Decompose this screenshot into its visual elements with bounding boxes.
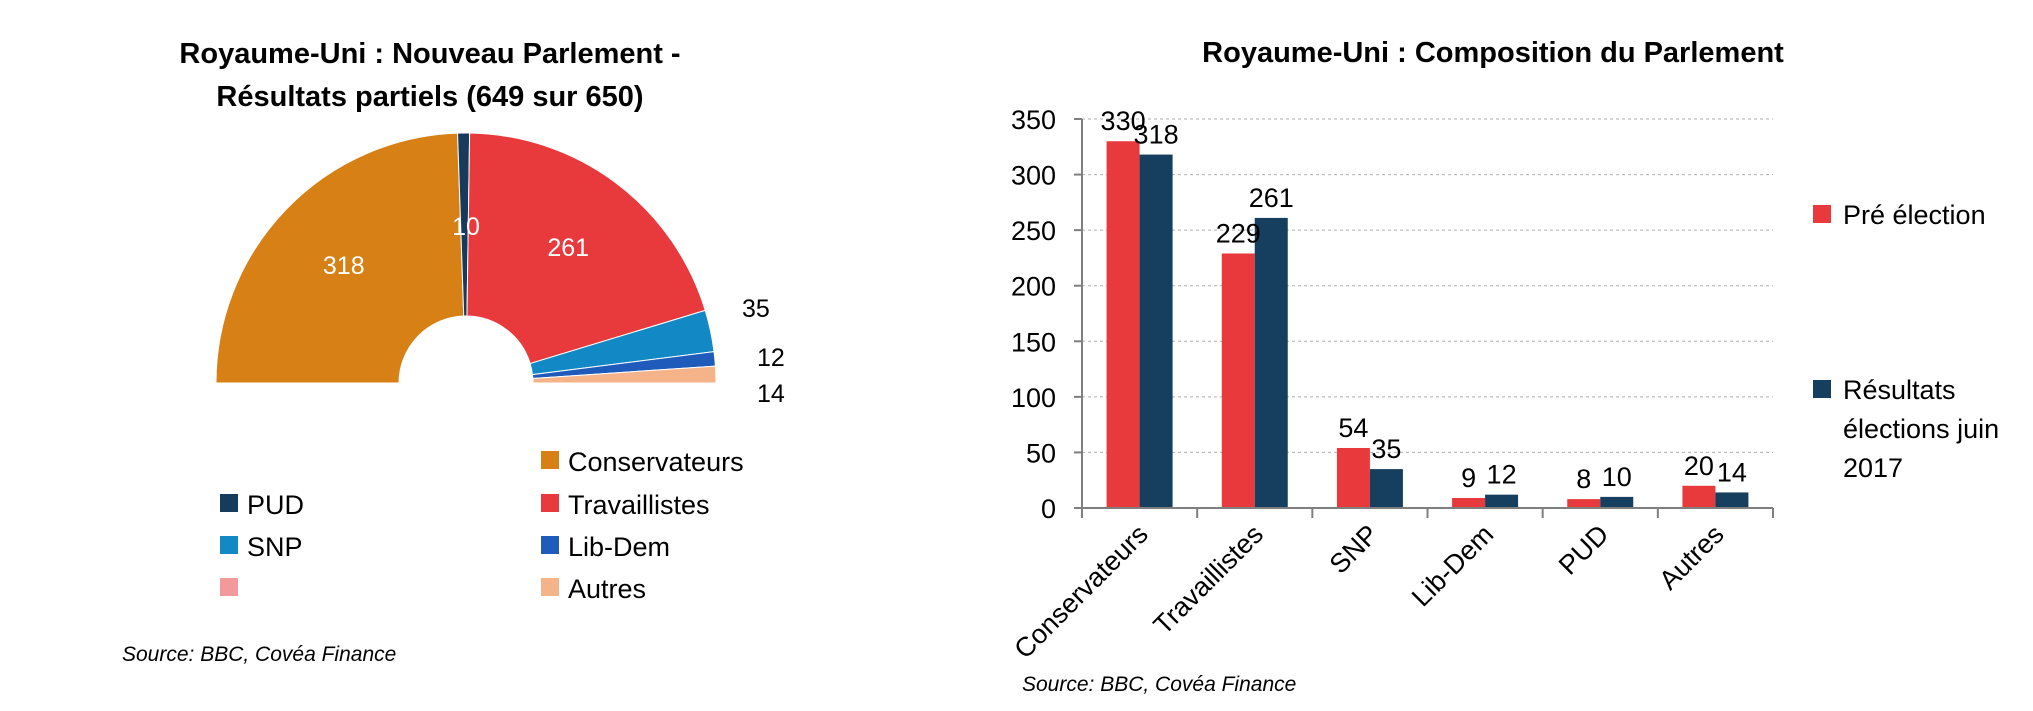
y-tick-label-100: 100	[1011, 383, 1056, 413]
bar-snp-series-0	[1336, 447, 1370, 508]
x-tick-label-conservateurs: Conservateurs	[1008, 519, 1153, 664]
pie-title-line-1: Royaume-Uni : Nouveau Parlement -	[179, 38, 680, 70]
bar-lib-dem-series-1	[1485, 494, 1519, 508]
bar-conservateurs-series-1	[1139, 154, 1173, 508]
bar-travaillistes-series-1	[1254, 217, 1288, 508]
bar-legend-swatch-1	[1813, 380, 1831, 398]
bar-value-lib-dem-series-0: 9	[1461, 463, 1476, 493]
bar-legend-label-1: Résultats élections juin 2017	[1843, 375, 1999, 483]
pie-label-pud: 10	[452, 213, 480, 241]
bar-source: Source: BBC, Covéa Finance	[1022, 673, 1296, 696]
pie-legend-label-conservateurs: Conservateurs	[568, 447, 744, 477]
y-tick-label-200: 200	[1011, 272, 1056, 302]
seat-pie-chart: Royaume-Uni : Nouveau Parlement - Résult…	[122, 38, 785, 666]
bar-autres-series-1	[1715, 492, 1749, 508]
x-tick-label-autres: Autres	[1653, 519, 1729, 595]
bar-value-lib-dem-series-1: 12	[1487, 460, 1517, 490]
bar-value-conservateurs-series-1: 318	[1134, 120, 1179, 150]
bar-legend-label-0: Pré élection	[1843, 200, 1986, 230]
bar-value-pud-series-0: 8	[1576, 464, 1591, 494]
bar-autres-series-0	[1682, 485, 1716, 508]
pie-legend-swatch-autres	[541, 578, 559, 596]
pie-legend-swatch-lib-dem	[541, 536, 559, 554]
bar-value-snp-series-1: 35	[1371, 434, 1401, 464]
pie-legend-swatch-snp	[220, 536, 238, 554]
pie-slice-travaillistes	[466, 132, 706, 365]
pie-label-travaillistes: 261	[547, 234, 589, 262]
pie-legend: Conservateurs PUD Travaillistes SNP Lib-Dem A…	[220, 447, 744, 604]
bar-legend-swatch-0	[1813, 205, 1831, 223]
bar-value-travaillistes-series-0: 229	[1216, 218, 1261, 248]
y-tick-label-150: 150	[1011, 327, 1056, 357]
pie-legend-label-travaillistes: Travaillistes	[568, 490, 710, 520]
bar-bars	[1106, 141, 1749, 508]
pie-legend-swatch-unnamed	[220, 578, 238, 596]
y-tick-label-300: 300	[1011, 161, 1056, 191]
bar-title: Royaume-Uni : Composition du Parlement	[1202, 37, 1784, 69]
pie-slice-autres	[532, 365, 717, 384]
composition-bar-chart: Royaume-Uni : Composition du Parlement 0…	[1008, 37, 1999, 696]
pie-source: Source: BBC, Covéa Finance	[122, 643, 396, 666]
pie-label-lib-dem: 12	[757, 344, 785, 372]
pie-legend-label-snp: SNP	[247, 532, 303, 562]
x-tick-label-snp: SNP	[1324, 519, 1384, 579]
y-tick-label-0: 0	[1041, 494, 1056, 524]
bar-pud-series-0	[1567, 499, 1601, 508]
pie-legend-label-autres: Autres	[568, 574, 646, 604]
x-tick-label-travaillistes: Travaillistes	[1148, 519, 1269, 640]
pie-label-conservateurs: 318	[323, 252, 365, 280]
bar-value-autres-series-0: 20	[1684, 451, 1714, 481]
pie-title-line-2: Résultats partiels (649 sur 650)	[216, 81, 643, 113]
x-tick-label-pud: PUD	[1553, 519, 1615, 581]
bar-value-travaillistes-series-1: 261	[1249, 183, 1294, 213]
pie-legend-label-lib-dem: Lib-Dem	[568, 532, 670, 562]
bar-value-conservateurs-series-0: 330	[1101, 106, 1146, 136]
bar-lib-dem-series-0	[1452, 497, 1486, 508]
bar-legend: Pré élection Résultats élections juin 2017	[1813, 200, 1999, 483]
y-tick-label-50: 50	[1026, 438, 1056, 468]
pie-slice-conservateurs	[215, 132, 465, 384]
pie-label-snp: 35	[742, 295, 770, 323]
bar-gridlines	[1082, 118, 1773, 453]
x-tick-label-lib-dem: Lib-Dem	[1406, 519, 1499, 612]
pie-legend-swatch-pud	[220, 494, 238, 512]
bar-snp-series-1	[1369, 469, 1403, 508]
pie-labels: 318 10 261 35 12 14	[323, 213, 785, 408]
bar-pud-series-1	[1600, 496, 1634, 508]
bar-value-snp-series-0: 54	[1338, 413, 1368, 443]
bar-y-axis: 0 50 100 150 200 250 300 350	[1011, 105, 1083, 524]
y-tick-label-350: 350	[1011, 105, 1056, 135]
bar-value-autres-series-1: 14	[1717, 457, 1747, 487]
pie-legend-swatch-conservateurs	[541, 451, 559, 469]
pie-label-autres: 14	[757, 380, 785, 408]
bar-conservateurs-series-0	[1106, 141, 1140, 508]
pie-legend-label-pud: PUD	[247, 490, 304, 520]
bar-travaillistes-series-0	[1221, 253, 1255, 508]
pie-legend-swatch-travaillistes	[541, 494, 559, 512]
y-tick-label-250: 250	[1011, 216, 1056, 246]
pie-slices	[215, 132, 717, 384]
bar-value-pud-series-1: 10	[1602, 462, 1632, 492]
